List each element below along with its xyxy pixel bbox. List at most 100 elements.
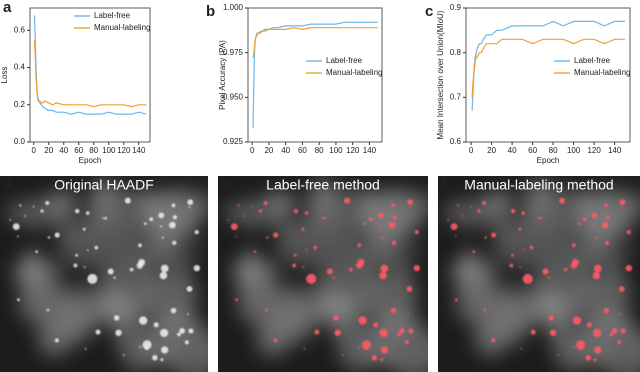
haze-blob xyxy=(120,242,148,294)
y-tick-label: 0.4 xyxy=(14,63,26,72)
spot xyxy=(171,203,176,208)
spot xyxy=(604,240,610,246)
spot xyxy=(293,253,297,257)
haze-blob xyxy=(262,191,298,215)
spot xyxy=(194,230,199,235)
spot xyxy=(149,217,154,222)
image-panel xyxy=(438,176,640,372)
haze-blob xyxy=(303,216,359,249)
spot xyxy=(138,258,146,266)
spot xyxy=(87,273,98,284)
x-tick-label: 20 xyxy=(44,146,53,155)
haze-blob xyxy=(236,283,284,326)
spot xyxy=(237,204,240,207)
spot xyxy=(115,329,122,336)
spot xyxy=(9,219,12,221)
image-panel-label: e xyxy=(221,175,229,192)
spot xyxy=(161,236,164,239)
spot xyxy=(609,332,614,337)
spot xyxy=(539,216,542,220)
spot xyxy=(399,327,405,334)
x-tick-label: 140 xyxy=(608,146,622,155)
haze-blob xyxy=(376,265,417,311)
x-tick-label: 0 xyxy=(250,146,255,155)
spot xyxy=(187,199,194,206)
haze-blob xyxy=(533,292,569,322)
spot xyxy=(85,211,90,215)
series-line xyxy=(471,38,625,98)
spot xyxy=(153,322,159,328)
spot xyxy=(447,219,450,221)
x-tick-label: 100 xyxy=(567,146,581,155)
spot xyxy=(86,249,89,251)
legend-label: Label-free xyxy=(574,56,611,65)
x-tick-label: 20 xyxy=(487,146,496,155)
spot xyxy=(379,271,387,280)
spot xyxy=(273,338,278,343)
y-tick-label: 0.6 xyxy=(450,137,462,146)
spot xyxy=(84,347,87,350)
spot xyxy=(380,358,383,362)
spot xyxy=(35,250,38,253)
spot xyxy=(361,340,372,350)
spot xyxy=(518,227,522,231)
spot xyxy=(140,318,144,321)
spot xyxy=(388,221,396,229)
spot xyxy=(323,216,327,220)
spot xyxy=(450,223,458,231)
x-tick-label: 100 xyxy=(102,146,116,155)
spot xyxy=(113,276,116,279)
x-tick-label: 120 xyxy=(587,146,601,155)
haze-blob xyxy=(565,334,612,363)
series-line xyxy=(471,20,625,111)
panel-label: c xyxy=(425,3,433,20)
series-line xyxy=(252,21,378,128)
spot xyxy=(332,276,335,279)
image-title: Label-free method xyxy=(266,177,380,193)
x-tick-label: 60 xyxy=(298,146,307,155)
spot xyxy=(454,298,458,302)
spot xyxy=(520,347,523,350)
spot xyxy=(379,225,382,228)
x-tick-label: 80 xyxy=(549,146,558,155)
spot xyxy=(47,236,51,239)
panel-label: b xyxy=(206,3,215,20)
spot xyxy=(301,227,305,231)
spot xyxy=(511,253,514,257)
spot xyxy=(253,250,257,253)
spot xyxy=(302,266,305,268)
x-axis-label: Epoch xyxy=(537,156,560,165)
spot xyxy=(605,215,610,220)
y-tick-label: 0.2 xyxy=(14,100,26,109)
spot xyxy=(314,329,320,335)
x-tick-label: 0 xyxy=(469,146,474,155)
spot xyxy=(470,205,472,208)
spot xyxy=(160,264,169,273)
haze-blob xyxy=(151,190,208,219)
spot xyxy=(519,266,522,268)
spot xyxy=(17,235,19,238)
y-tick-label: 0.950 xyxy=(223,92,244,101)
spot xyxy=(40,209,44,213)
panel-label: a xyxy=(3,0,12,16)
spot xyxy=(122,354,125,356)
haze-blob xyxy=(389,328,428,372)
spot xyxy=(305,249,308,251)
spot xyxy=(396,332,401,337)
spots xyxy=(447,197,633,362)
spot xyxy=(170,307,177,314)
spot xyxy=(380,346,388,354)
spot xyxy=(102,217,104,220)
spot xyxy=(381,236,384,239)
spot xyxy=(172,240,177,246)
spot xyxy=(75,253,78,257)
spot xyxy=(358,346,361,349)
spot xyxy=(592,271,601,280)
haze-blob xyxy=(132,334,178,363)
plot-frame xyxy=(29,7,151,143)
spot xyxy=(142,340,152,350)
spot xyxy=(548,276,551,279)
y-tick-label: 0.0 xyxy=(14,137,26,146)
y-tick-label: 0.7 xyxy=(450,92,462,101)
